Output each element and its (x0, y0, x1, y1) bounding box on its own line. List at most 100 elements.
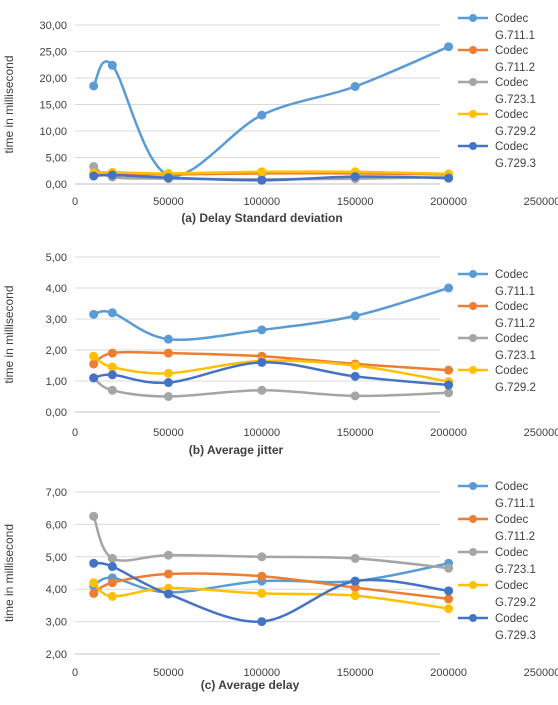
legend-entry-line2: G.729.2 (495, 382, 536, 394)
legend-entry: Codec G.711.1 (495, 481, 535, 510)
data-point (107, 370, 117, 380)
legend-entry: Codec G.729.2 (495, 580, 536, 609)
legend-entry-line1: Codec (495, 580, 528, 592)
legend-entry: Codec G.729.3 (495, 613, 536, 642)
x-tick-label: 200000 (430, 196, 467, 208)
legend-swatch-marker (469, 366, 477, 374)
legend-entry-line2: G.711.2 (495, 62, 535, 74)
data-point (257, 167, 267, 177)
data-point (444, 173, 454, 183)
legend-swatch-marker (469, 46, 477, 54)
data-point (444, 365, 454, 375)
legend-swatch-marker (469, 482, 477, 490)
legend-entry: Codec G.711.2 (495, 301, 535, 330)
data-point (444, 283, 454, 293)
data-point (163, 378, 173, 388)
data-point (257, 588, 267, 598)
y-tick-label: 25,00 (39, 47, 67, 59)
data-point (89, 81, 99, 91)
data-point (163, 368, 173, 378)
y-tick-label: 5,00 (46, 153, 67, 165)
y-tick-label: 5,00 (46, 552, 67, 564)
data-point (163, 334, 173, 344)
y-tick-label: 7,00 (46, 487, 67, 499)
data-point (257, 357, 267, 367)
x-tick-label: 100000 (243, 427, 280, 439)
data-point (350, 371, 360, 381)
data-point (107, 578, 117, 588)
legend-entry-line2: G.729.2 (495, 597, 536, 609)
y-tick-label: 4,00 (46, 283, 67, 295)
x-tick-label: 250000 (524, 667, 558, 679)
x-tick-label: 50000 (153, 427, 184, 439)
y-tick-label: 3,00 (46, 314, 67, 326)
data-point (257, 175, 267, 185)
data-point (107, 385, 117, 395)
x-tick-label: 150000 (337, 427, 374, 439)
data-point (89, 359, 99, 369)
y-tick-label: 6,00 (46, 519, 67, 531)
data-point (444, 586, 454, 596)
legend-entry-line2: G.711.1 (495, 498, 535, 510)
chart-title: (a) Delay Standard deviation (181, 211, 342, 225)
data-point (163, 550, 173, 560)
data-point (107, 562, 117, 572)
y-tick-label: 10,00 (39, 126, 67, 138)
data-point (350, 311, 360, 321)
legend-swatch-marker (469, 334, 477, 342)
x-tick-label: 100000 (243, 196, 280, 208)
data-point (89, 351, 99, 361)
legend-entry: Codec G.711.1 (495, 269, 535, 298)
x-tick-label: 150000 (337, 196, 374, 208)
y-axis-label: time in millisecond (2, 55, 16, 153)
data-point (444, 594, 454, 604)
data-point (350, 591, 360, 601)
legend-entry-line1: Codec (495, 269, 528, 281)
data-point (350, 576, 360, 586)
data-point (163, 569, 173, 579)
x-tick-label: 100000 (243, 667, 280, 679)
x-tick-label: 50000 (153, 667, 184, 679)
chart-title: (b) Average jitter (189, 443, 284, 457)
series-line (92, 355, 449, 383)
data-point (163, 173, 173, 183)
legend-swatch-marker (469, 14, 477, 22)
data-point (89, 373, 99, 383)
data-point (350, 172, 360, 182)
x-tick-label: 250000 (524, 196, 558, 208)
data-point (257, 571, 267, 581)
data-point (89, 588, 99, 598)
data-point (444, 388, 454, 398)
x-tick-label: 200000 (430, 427, 467, 439)
legend-entry-line2: G.723.1 (495, 94, 536, 106)
data-point (444, 604, 454, 614)
data-point (89, 171, 99, 181)
legend-swatch-marker (469, 548, 477, 556)
data-point (163, 589, 173, 599)
legend-entry-line2: G.723.1 (495, 564, 536, 576)
data-point (107, 553, 117, 563)
data-point (163, 348, 173, 358)
legend-entry-line2: G.711.2 (495, 318, 535, 330)
series-line (93, 286, 449, 341)
data-point (257, 617, 267, 627)
y-tick-label: 2,00 (46, 345, 67, 357)
y-tick-label: 3,00 (46, 617, 67, 629)
legend-entry-line1: Codec (495, 547, 528, 559)
legend-entry: Codec G.711.1 (495, 13, 535, 42)
x-tick-label: 200000 (430, 667, 467, 679)
legend-entry-line1: Codec (495, 109, 528, 121)
x-tick-label: 0 (72, 196, 78, 208)
legend-swatch-marker (469, 614, 477, 622)
x-tick-label: 0 (72, 667, 78, 679)
legend-entry: Codec G.711.2 (495, 514, 535, 543)
legend-entry: Codec G.729.2 (495, 365, 536, 394)
legend-entry-line1: Codec (495, 333, 528, 345)
legend-swatch-marker (469, 142, 477, 150)
legend-entry: Codec G.723.1 (495, 333, 536, 362)
legend-entry-line2: G.729.2 (495, 126, 536, 138)
data-point (107, 591, 117, 601)
legend-entry-line2: G.729.3 (495, 158, 536, 170)
legend-entry-line1: Codec (495, 301, 528, 313)
